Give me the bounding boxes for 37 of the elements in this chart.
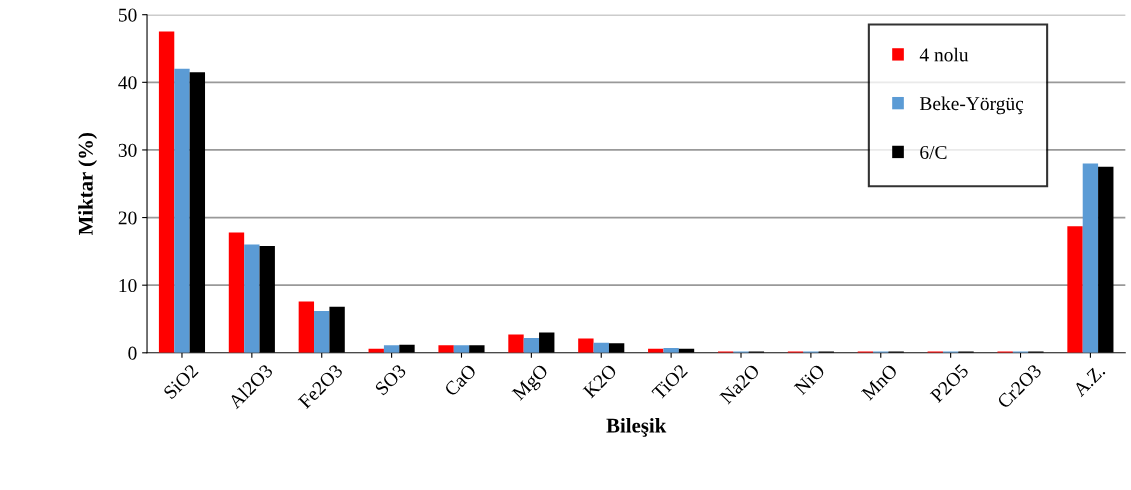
y-tick-label: 20 — [118, 211, 137, 225]
y-tick-label: 10 — [119, 279, 137, 293]
y-tick-label: 40 — [118, 76, 137, 90]
bar — [298, 301, 315, 353]
y-tick-label: 0 — [128, 346, 137, 360]
x-tick-label: CaO — [443, 363, 477, 397]
bar — [174, 68, 190, 353]
bar — [244, 244, 260, 353]
x-tick-label: NiO — [793, 363, 826, 396]
bar — [508, 334, 524, 353]
legend-label: 6/C — [920, 145, 947, 159]
bar — [189, 72, 206, 353]
bar — [539, 332, 555, 353]
bar — [383, 345, 400, 353]
y-tick-label: 50 — [118, 8, 137, 22]
bar — [1067, 226, 1083, 353]
x-tick-label: SO3 — [374, 363, 407, 396]
bar — [399, 344, 415, 353]
bar — [438, 345, 454, 353]
bar — [329, 306, 345, 353]
y-axis-title: Miktar (%) — [78, 133, 98, 235]
legend-label: 4 nolu — [919, 47, 969, 62]
bar — [469, 345, 485, 353]
bar — [228, 232, 245, 353]
bar — [1098, 166, 1114, 353]
bar — [1082, 163, 1099, 353]
bar — [259, 245, 275, 353]
legend-label: Beke-Yörgüç — [919, 96, 1024, 115]
bar — [158, 31, 175, 353]
bar — [523, 337, 540, 353]
bar — [314, 310, 330, 353]
x-tick-label: A.Z. — [1072, 363, 1106, 398]
bar — [453, 345, 470, 353]
x-axis-title: Bileşik — [606, 417, 667, 437]
y-tick-label: 30 — [118, 143, 137, 157]
bar — [578, 338, 594, 353]
bar — [608, 343, 625, 353]
